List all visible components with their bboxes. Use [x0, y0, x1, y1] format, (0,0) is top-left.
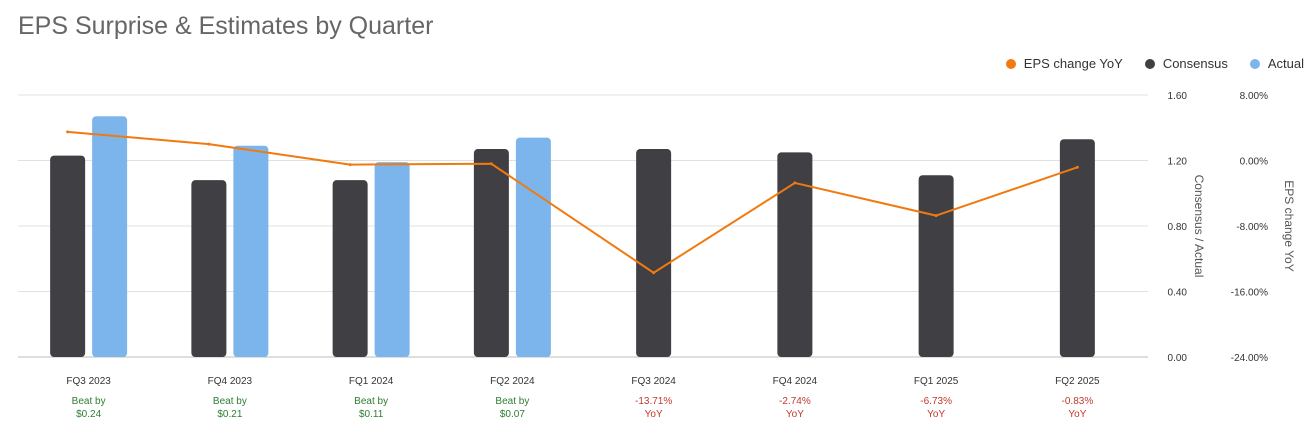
surprise-annotation-line1: Beat by — [354, 396, 388, 407]
legend-item-eps-change[interactable]: EPS change YoY — [1005, 56, 1123, 71]
right-axis-tick-label: 0.00% — [1240, 157, 1268, 168]
left-axis-tick-label: 0.80 — [1168, 222, 1188, 233]
eps-change-line — [67, 130, 1078, 274]
x-axis-tick-label: FQ2 2024 — [490, 376, 535, 387]
consensus-bar — [918, 175, 954, 357]
right-axis-title: EPS change YoY — [1282, 180, 1296, 271]
left-axis-tick-label: 1.60 — [1168, 91, 1188, 102]
left-axis-title: Consensus / Actual — [1192, 175, 1206, 278]
surprise-annotation-line1: Beat by — [213, 396, 247, 407]
legend-consensus-label: Consensus — [1162, 56, 1228, 71]
legend-item-consensus[interactable]: Consensus — [1144, 56, 1228, 71]
eps-change-point — [1075, 165, 1079, 169]
legend-eps-change-swatch — [1005, 58, 1016, 69]
legend-actual-swatch — [1249, 58, 1260, 69]
surprise-annotation-line2: YoY — [786, 409, 804, 420]
chart-legend: EPS change YoY Consensus Actual — [1005, 56, 1304, 71]
consensus-bar — [473, 149, 509, 357]
consensus-bar — [332, 180, 368, 357]
surprise-annotation-line1: Beat by — [72, 396, 106, 407]
surprise-annotation-line2: $0.21 — [217, 409, 242, 420]
surprise-annotation-line2: $0.07 — [500, 409, 525, 420]
actual-bar — [92, 116, 128, 357]
left-axis-tick-label: 0.00 — [1168, 353, 1188, 364]
left-axis-tick-label: 0.40 — [1168, 288, 1188, 299]
legend-eps-change-label: EPS change YoY — [1023, 56, 1123, 71]
eps-change-point — [652, 271, 656, 275]
surprise-annotation-line1: -2.74% — [779, 396, 811, 407]
right-axis-tick-label: 8.00% — [1240, 91, 1268, 102]
legend-actual-label: Actual — [1267, 56, 1304, 71]
eps-change-point — [207, 142, 211, 146]
eps-change-point — [66, 130, 70, 134]
eps-change-point — [489, 162, 493, 166]
consensus-bar — [777, 152, 813, 357]
x-axis-tick-label: FQ3 2023 — [66, 376, 111, 387]
right-axis-tick-label: -8.00% — [1236, 222, 1268, 233]
consensus-bar — [191, 180, 227, 357]
chart-title: EPS Surprise & Estimates by Quarter — [18, 12, 434, 40]
surprise-annotation-line1: Beat by — [495, 396, 529, 407]
left-axis-tick-label: 1.20 — [1168, 157, 1188, 168]
legend-item-actual[interactable]: Actual — [1249, 56, 1304, 71]
consensus-bar — [50, 155, 86, 357]
surprise-annotation-line2: $0.24 — [76, 409, 101, 420]
x-axis-tick-label: FQ1 2025 — [914, 376, 959, 387]
eps-change-point — [934, 214, 938, 218]
surprise-annotation-line2: $0.11 — [359, 409, 384, 420]
consensus-bar — [1059, 139, 1095, 357]
x-axis-tick-label: FQ2 2025 — [1055, 376, 1100, 387]
actual-bar — [374, 162, 410, 357]
legend-consensus-swatch — [1144, 58, 1155, 69]
eps-change-point — [793, 181, 797, 185]
actual-bar — [233, 145, 269, 357]
surprise-annotation-line1: -6.73% — [920, 396, 952, 407]
surprise-annotation-line2: YoY — [645, 409, 663, 420]
eps-change-point — [348, 163, 352, 167]
actual-bar — [515, 137, 551, 357]
surprise-annotation-line2: YoY — [927, 409, 945, 420]
right-axis-tick-label: -16.00% — [1231, 288, 1268, 299]
surprise-annotation-line2: YoY — [1068, 409, 1086, 420]
surprise-annotation-line1: -0.83% — [1062, 396, 1094, 407]
x-axis-tick-label: FQ4 2023 — [208, 376, 253, 387]
x-axis-tick-label: FQ4 2024 — [773, 376, 818, 387]
right-axis-tick-label: -24.00% — [1231, 353, 1268, 364]
consensus-bar — [636, 149, 672, 357]
x-axis-tick-label: FQ3 2024 — [631, 376, 676, 387]
x-axis-tick-label: FQ1 2024 — [349, 376, 394, 387]
surprise-annotation-line1: -13.71% — [635, 396, 672, 407]
